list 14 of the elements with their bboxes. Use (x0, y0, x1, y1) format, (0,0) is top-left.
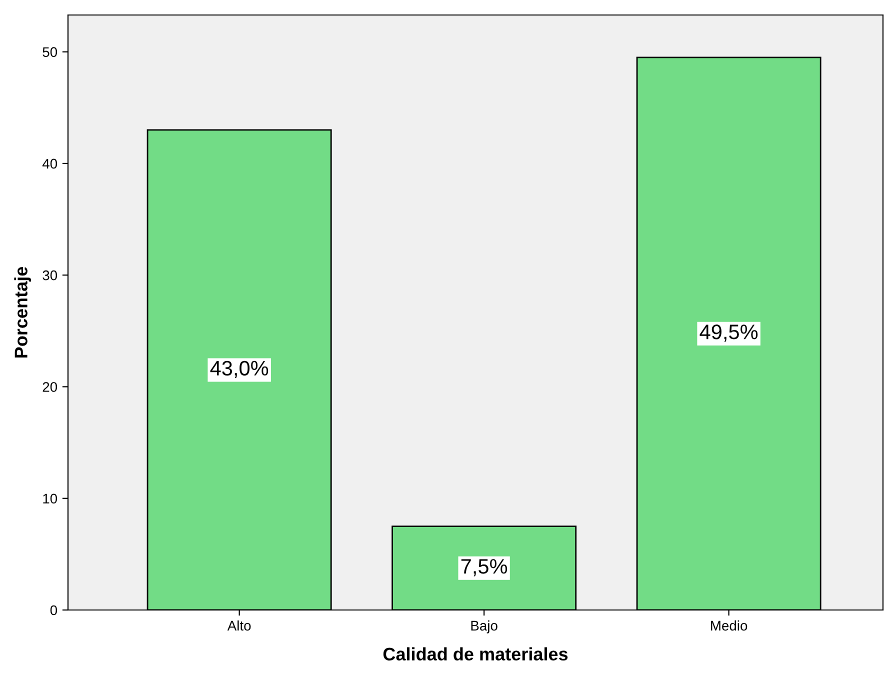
y-tick-label: 50 (42, 47, 58, 58)
y-tick-label: 0 (50, 605, 58, 616)
x-tick-label: Alto (227, 620, 251, 631)
x-tick-label: Medio (711, 620, 748, 631)
y-tick-label: 30 (42, 270, 58, 280)
data-label: 43,0% (210, 360, 268, 378)
x-tick-label: Bajo (471, 620, 498, 634)
data-label: 49,5% (700, 324, 758, 342)
y-tick-label: 20 (42, 382, 58, 392)
y-axis-title: Porcentaje (14, 266, 32, 358)
y-tick-label: 40 (42, 158, 58, 169)
data-label: 7,5% (461, 559, 508, 576)
x-axis-title: Calidad de materiales (383, 647, 568, 661)
y-tick-label: 10 (43, 494, 58, 504)
